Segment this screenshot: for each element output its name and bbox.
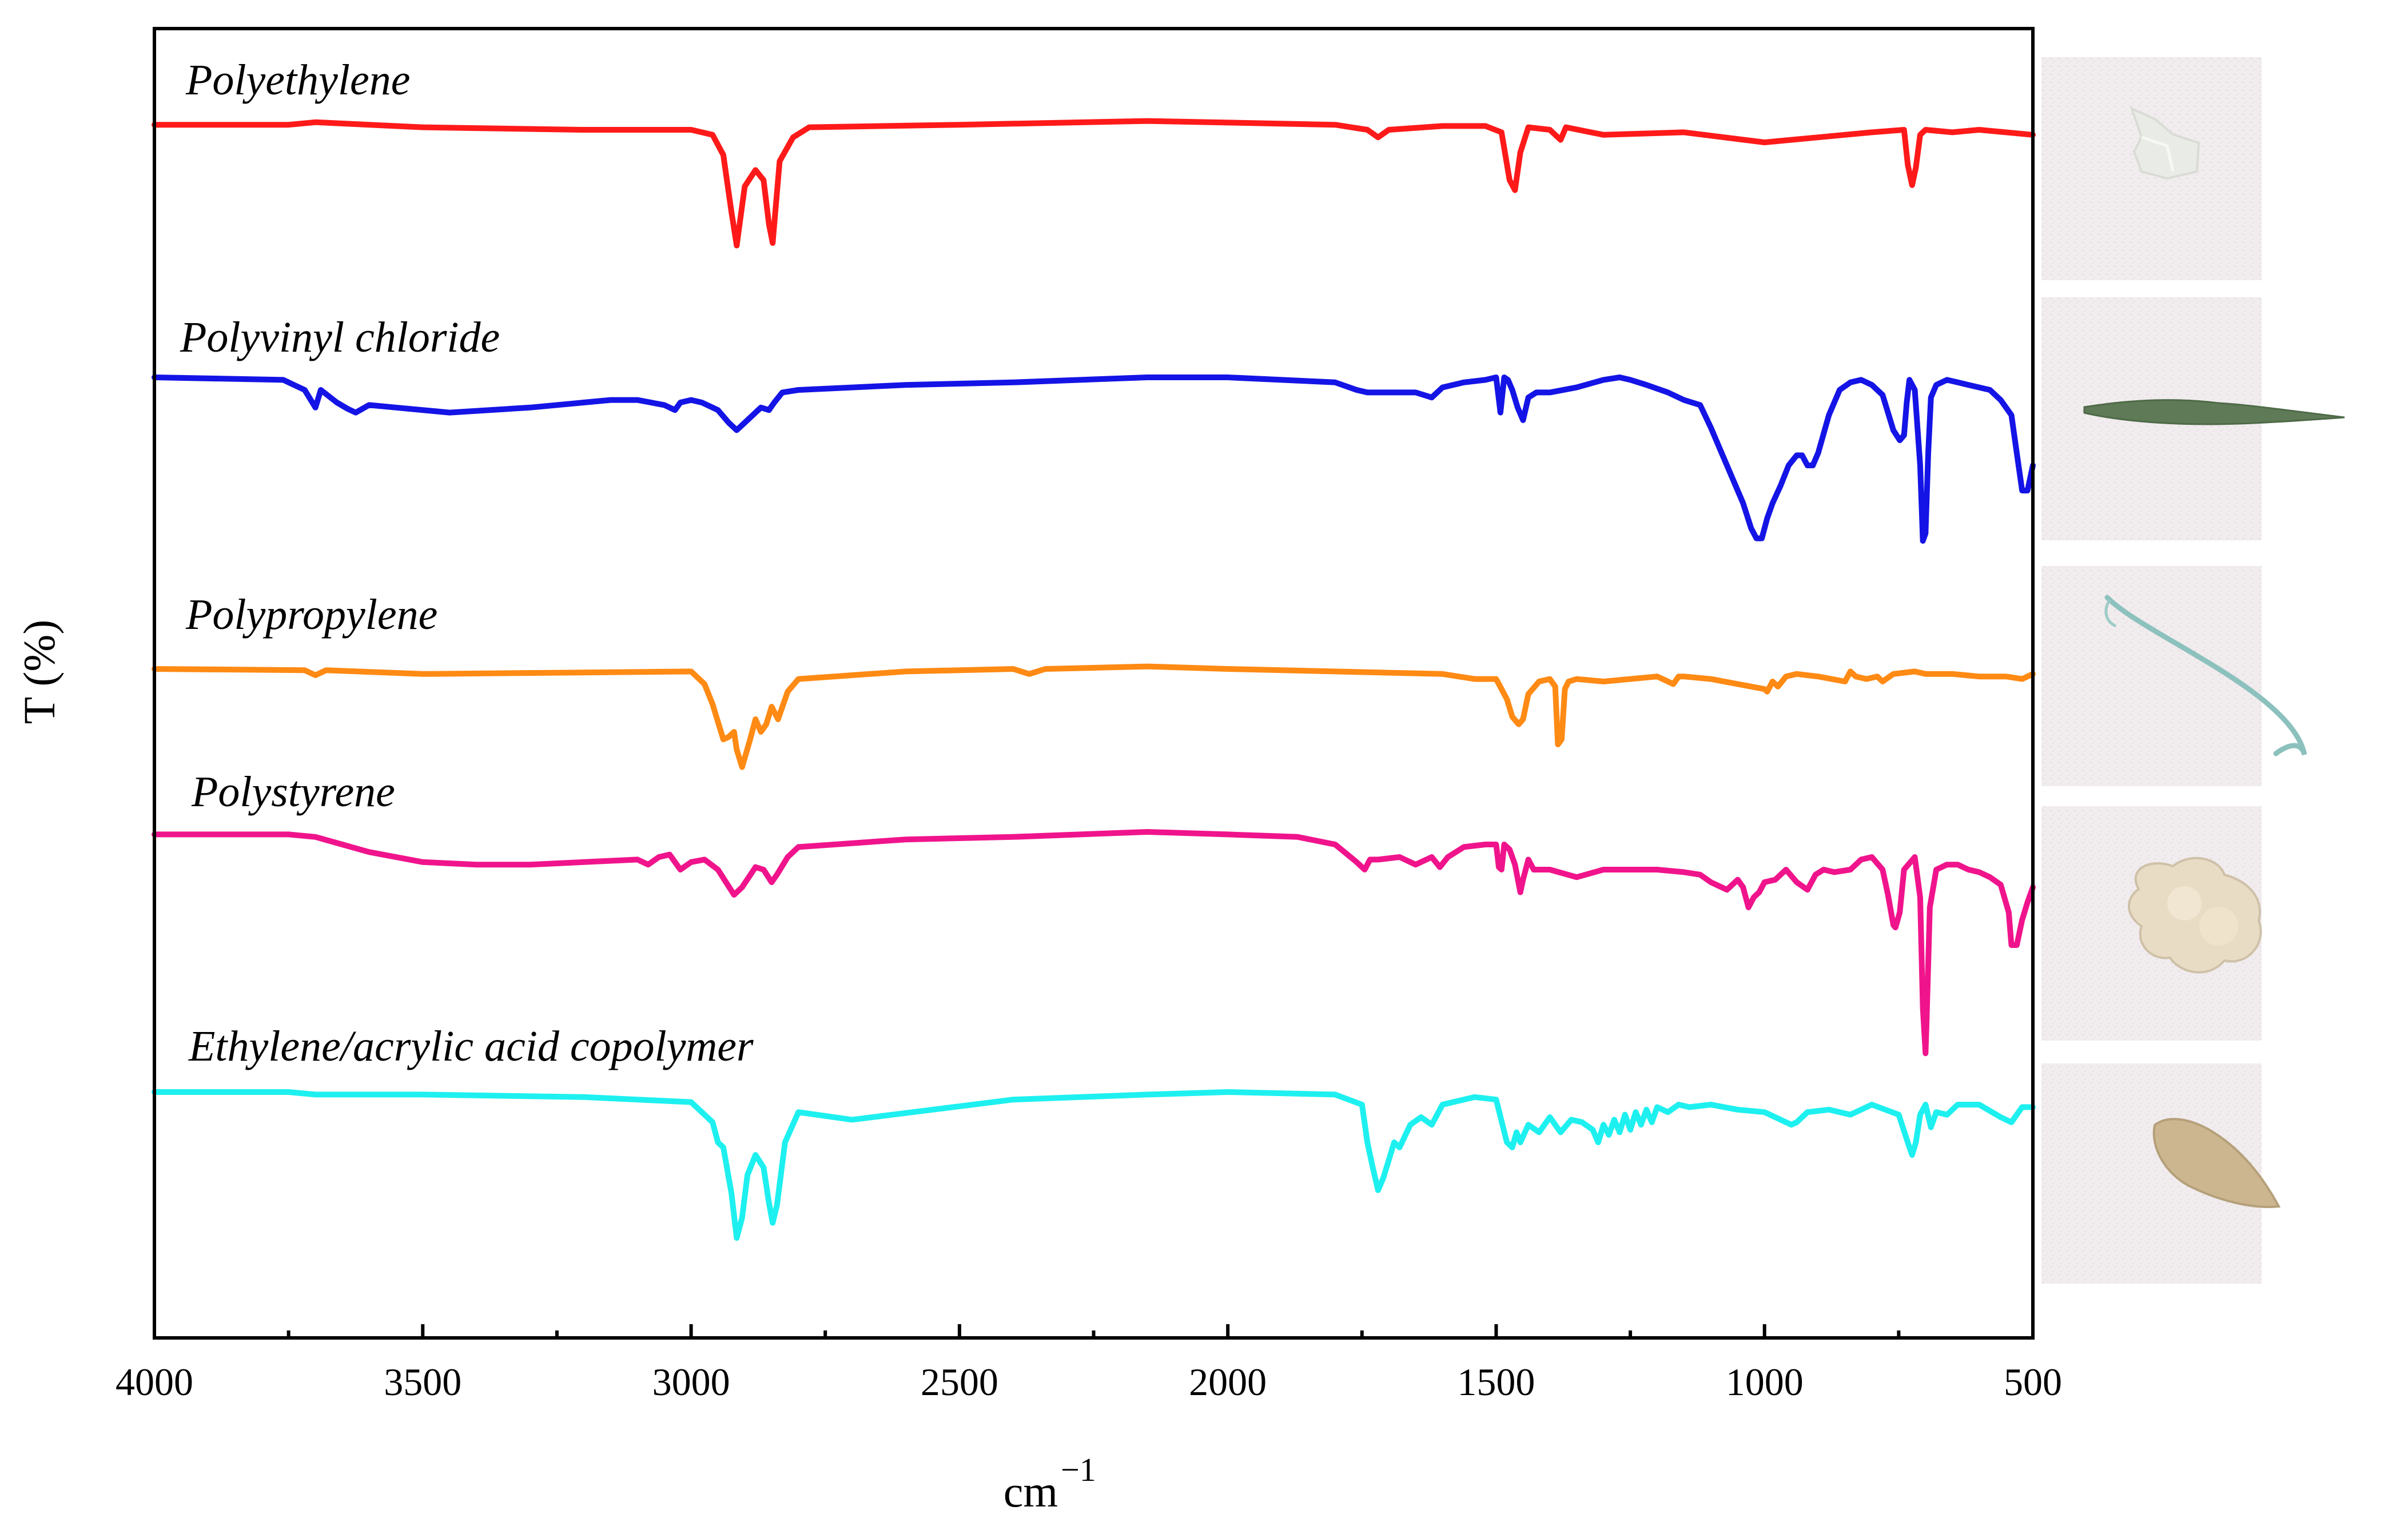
series-label-polyethylene: Polyethylene (185, 56, 410, 104)
series-group: Polyethylene Polyvinyl chloride Polypropyl… (152, 56, 2036, 1241)
spectrum-line-ethylene-acrylic-acid-copolymer (152, 1089, 2036, 1241)
x-axis-title-exponent: −1 (1061, 1451, 1096, 1488)
sample-photos (2041, 57, 2345, 1284)
photo-polystyrene (2041, 806, 2262, 1041)
series-label-ethylene-acrylic-acid-copolymer: Ethylene/acrylic acid copolymer (188, 1022, 754, 1070)
x-axis-title: cm (1004, 1467, 1058, 1516)
series-label-polypropylene: Polypropylene (185, 591, 437, 639)
photo-polypropylene (2041, 566, 2307, 786)
series-label-polystyrene: Polystyrene (191, 768, 395, 816)
green-blade-shape (2083, 399, 2345, 425)
photo-polyethylene (2041, 57, 2262, 280)
photo-ethylene-acrylic-acid (2041, 1063, 2281, 1284)
spectrum-line-polypropylene (152, 663, 2036, 770)
spectrum-line-polyvinyl-chloride (152, 374, 2036, 544)
x-tick-label: 4000 (116, 1360, 193, 1404)
x-tick-label: 1500 (1457, 1360, 1535, 1404)
x-axis: 4000 3500 3000 2500 2000 1500 1000 500 (116, 1324, 2062, 1404)
plot-frame (153, 27, 2035, 1340)
tan-pellet-shape (2152, 1118, 2281, 1208)
photo-polyvinyl-chloride (2041, 297, 2345, 540)
x-tick-label: 500 (2004, 1360, 2062, 1404)
x-tick-label: 2000 (1189, 1360, 1267, 1404)
teal-fiber-shape (2104, 595, 2307, 756)
spectrum-line-polyethylene (152, 118, 2036, 249)
clear-film-fragment-shape (2130, 106, 2200, 180)
x-tick-label: 2500 (921, 1360, 998, 1404)
x-tick-label: 3000 (652, 1360, 730, 1404)
y-axis-title: T (%) (14, 620, 64, 724)
x-tick-label: 1000 (1726, 1360, 1804, 1404)
spectrum-line-polystyrene (152, 829, 2036, 1057)
x-tick-label: 3500 (384, 1360, 461, 1404)
series-label-polyvinyl-chloride: Polyvinyl chloride (180, 313, 500, 361)
